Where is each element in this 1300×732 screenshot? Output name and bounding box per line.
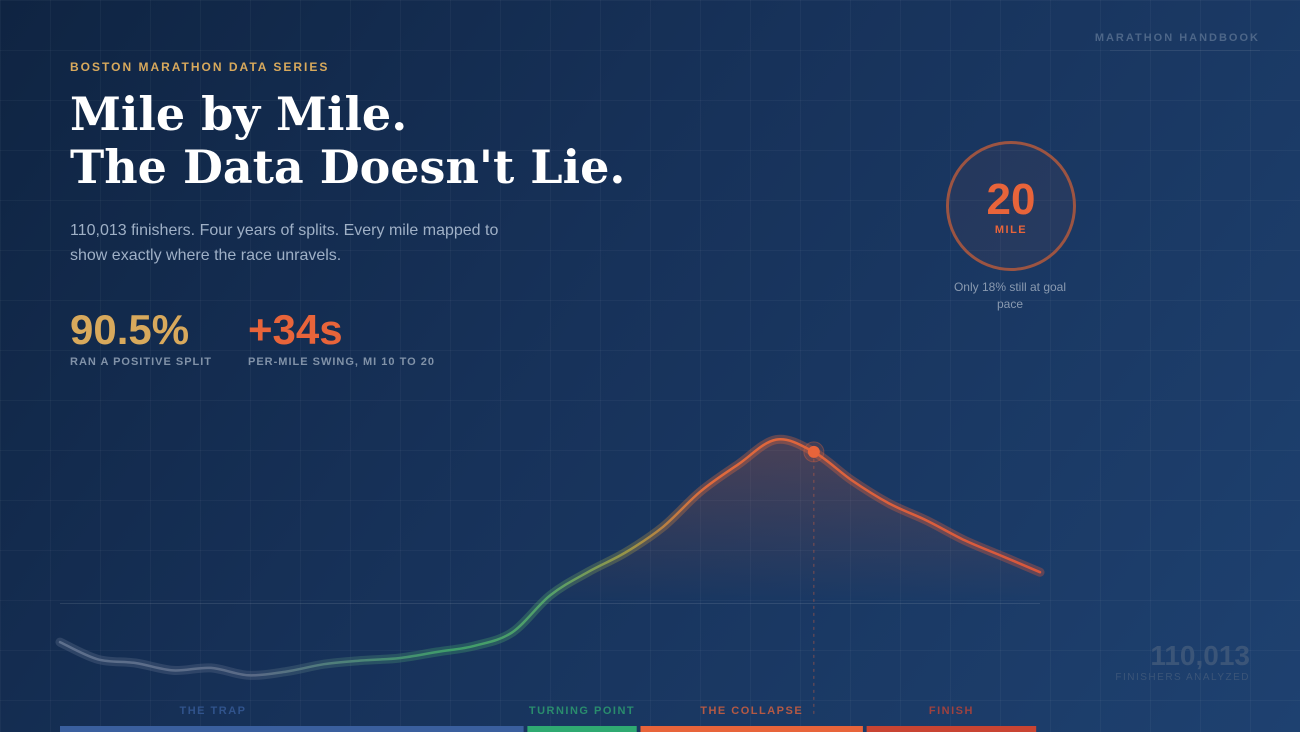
- title-line-2: The Data Doesn't Lie.: [70, 140, 626, 194]
- page-subtitle: 110,013 finishers. Four years of splits.…: [70, 222, 499, 264]
- corner-value: 110,013: [1150, 640, 1250, 671]
- phase-bar-4: [866, 726, 1037, 732]
- brand-logo[interactable]: MARATHON HANDBOOK: [1094, 32, 1260, 44]
- phase-label-2: TURNING POINT: [529, 705, 635, 717]
- mile-callout-circle: 20 MILE: [946, 141, 1076, 271]
- stat-positive-split: 90.5% RAN A POSITIVE SPLIT: [70, 306, 213, 369]
- stat-per-mile-swing: +34s PER-MILE SWING, MI 10 TO 20: [248, 306, 435, 369]
- phase-label-3: THE COLLAPSE: [700, 705, 803, 717]
- callout-note: Only 18% still at goal pace: [953, 280, 1067, 311]
- phase-bar-2: [527, 726, 637, 732]
- callout-value: 20: [986, 175, 1036, 224]
- phase-label-1: THE TRAP: [180, 705, 247, 717]
- title-line-1: Mile by Mile.: [70, 87, 408, 141]
- stat-value: +34s: [248, 306, 343, 353]
- stat-label: PER-MILE SWING, MI 10 TO 20: [248, 356, 435, 368]
- stat-label: RAN A POSITIVE SPLIT: [70, 356, 213, 368]
- stat-value: 90.5%: [70, 306, 190, 353]
- corner-label: FINISHERS ANALYZED: [1115, 672, 1250, 683]
- series-kicker: BOSTON MARATHON DATA SERIES: [70, 60, 330, 74]
- phase-label-4: FINISH: [929, 705, 974, 717]
- brand-divider: [1110, 50, 1260, 51]
- page-title: Mile by Mile. The Data Doesn't Lie.: [70, 88, 625, 194]
- finishers-analyzed-stat: 110,013 FINISHERS ANALYZED: [1115, 640, 1250, 683]
- callout-unit: MILE: [994, 224, 1028, 236]
- phase-bar-1: [60, 726, 524, 732]
- chart-area-fill: [60, 439, 1040, 690]
- mile-20-marker-dot: [807, 445, 820, 458]
- chart-series-line: [58, 438, 1042, 677]
- phase-bar-3: [640, 726, 863, 732]
- phase-bands: THE TRAP TURNING POINT THE COLLAPSE FINISH: [60, 705, 1037, 732]
